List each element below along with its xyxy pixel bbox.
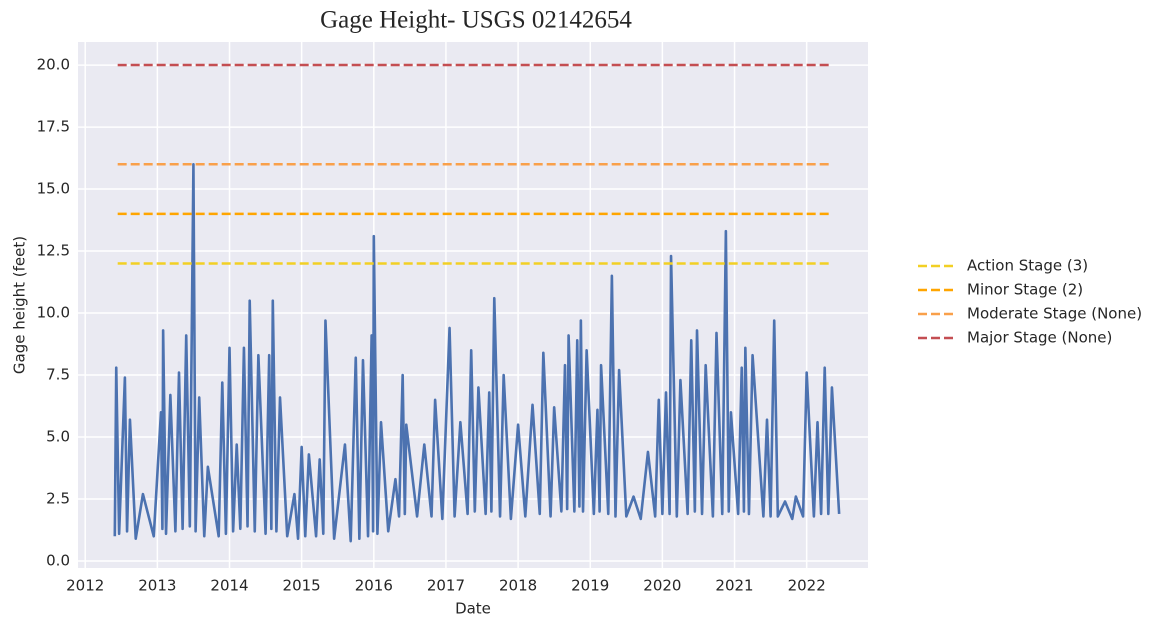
x-tick-label: 2016 [355,577,393,595]
y-tick-label: 15.0 [37,180,70,198]
x-tick-label: 2019 [571,577,609,595]
chart-title: Gage Height- USGS 02142654 [320,7,632,34]
legend-label: Moderate Stage (None) [967,305,1142,323]
y-tick-label: 10.0 [37,304,70,322]
y-tick-label: 5.0 [46,428,70,446]
legend-label: Action Stage (3) [967,257,1088,275]
labels: 0.0 2.5 5.0 7.5 10.0 12.5 15.0 17.5 20.0 2012 2013… [37,56,826,595]
y-axis-label: Gage height (feet) [11,236,29,374]
y-tick-label: 2.5 [46,490,70,508]
legend-label: Major Stage (None) [967,329,1112,347]
x-tick-label: 2015 [283,577,321,595]
x-axis-label: Date [455,600,491,618]
x-tick-label: 2021 [715,577,753,595]
y-tick-label: 17.5 [37,118,70,136]
y-tick-label: 0.0 [46,552,70,570]
x-tick-label: 2018 [499,577,537,595]
legend: Action Stage (3) Minor Stage (2) Moderate … [918,257,1142,347]
y-tick-label: 7.5 [46,366,70,384]
x-tick-label: 2013 [138,577,176,595]
data-line [113,162,841,543]
x-tick-label: 2022 [788,577,826,595]
marks [113,63,841,543]
y-tick-label: 12.5 [37,242,70,260]
x-tick-label: 2012 [66,577,104,595]
x-tick-label: 2014 [210,577,248,595]
y-tick-label: 20.0 [37,56,70,74]
x-tick-label: 2020 [643,577,681,595]
x-tick-label: 2017 [427,577,465,595]
legend-label: Minor Stage (2) [967,281,1083,299]
